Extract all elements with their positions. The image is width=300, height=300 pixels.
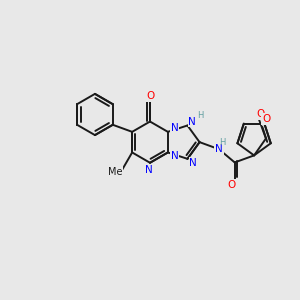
Text: H: H [219,138,225,147]
Text: Me: Me [108,167,122,177]
Text: N: N [145,165,153,175]
Text: N: N [215,144,223,154]
Text: O: O [228,180,236,190]
Text: N: N [171,123,178,133]
Text: O: O [262,114,271,124]
Text: N: N [190,158,197,168]
Text: O: O [146,91,154,101]
Text: H: H [197,111,203,120]
Text: N: N [188,116,196,127]
Text: O: O [257,109,265,119]
Text: N: N [171,152,178,161]
